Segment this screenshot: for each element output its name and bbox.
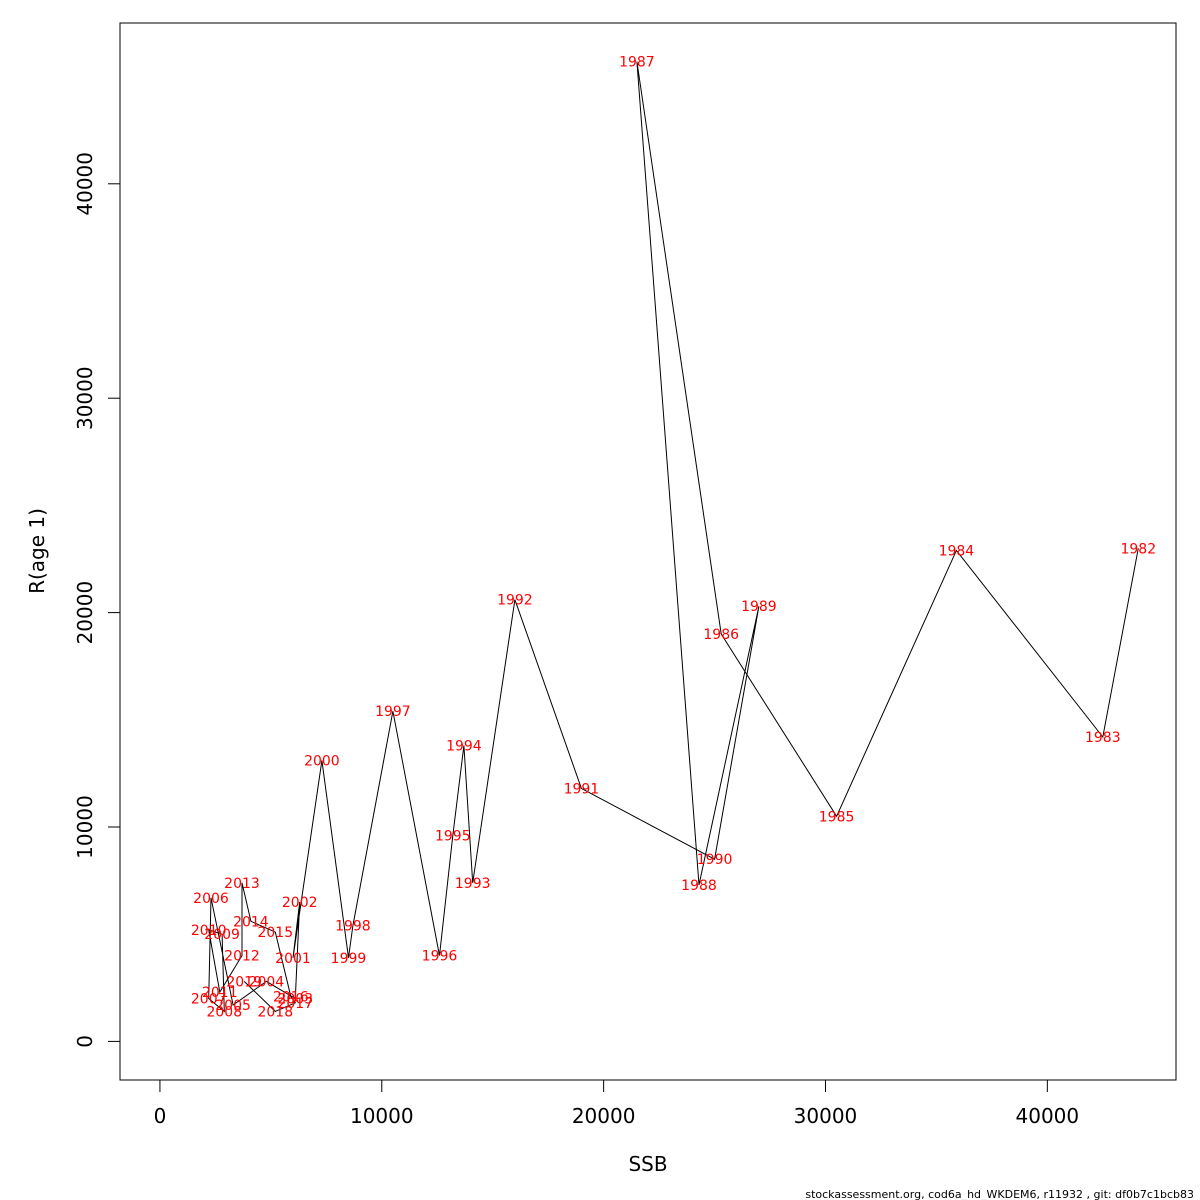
point-label-1987: 1987 [619, 55, 655, 71]
point-label-2003: 2003 [277, 992, 313, 1008]
y-tick-label: 0 [73, 1035, 97, 1048]
x-tick-label: 20000 [572, 1104, 636, 1128]
point-label-2013: 2013 [224, 876, 260, 892]
point-label-1984: 1984 [939, 543, 975, 559]
point-label-2005: 2005 [215, 998, 251, 1014]
point-label-1997: 1997 [375, 704, 411, 720]
point-label-1990: 1990 [697, 852, 733, 868]
x-axis: 0 10000 20000 30000 40000 [154, 1079, 1080, 1128]
point-label-1988: 1988 [681, 878, 717, 894]
point-label-1998: 1998 [335, 919, 371, 935]
x-axis-label: SSB [628, 1152, 667, 1176]
point-label-2001: 2001 [275, 951, 311, 967]
point-label-2017: 2017 [277, 996, 313, 1012]
point-label-1983: 1983 [1085, 730, 1121, 746]
y-tick-label: 10000 [73, 795, 97, 859]
point-label-1982: 1982 [1120, 541, 1156, 557]
y-tick-label: 20000 [73, 581, 97, 645]
point-label-1991: 1991 [564, 781, 600, 797]
point-label-2015: 2015 [257, 925, 293, 941]
x-tick-label: 10000 [350, 1104, 414, 1128]
point-label-1994: 1994 [446, 739, 482, 755]
point-label-2002: 2002 [282, 895, 318, 911]
point-label-1986: 1986 [703, 627, 739, 643]
y-axis-label: R(age 1) [25, 508, 49, 594]
point-label-2009: 2009 [204, 927, 240, 943]
point-label-1992: 1992 [497, 593, 533, 609]
point-label-2014: 2014 [233, 914, 269, 930]
point-label-2010: 2010 [191, 923, 227, 939]
point-labels: 1982 1983 1984 1985 1986 1987 1988 1989 1990 1991… [191, 55, 1156, 1021]
footer-credit: stockassessment.org, cod6a_hd_WKDEM6, r1… [805, 1188, 1194, 1200]
point-label-1995: 1995 [435, 829, 471, 845]
point-label-2008: 2008 [206, 1004, 242, 1020]
point-label-2012: 2012 [224, 949, 260, 965]
sr-trajectory-line [208, 61, 1139, 1013]
y-tick-label: 30000 [73, 366, 97, 430]
point-label-1993: 1993 [455, 876, 491, 892]
point-label-2004: 2004 [249, 974, 285, 990]
x-tick-label: 40000 [1016, 1104, 1080, 1128]
point-label-2000: 2000 [304, 754, 340, 770]
point-label-2016: 2016 [273, 989, 309, 1005]
point-label-2011: 2011 [202, 985, 238, 1001]
point-label-1989: 1989 [741, 599, 777, 615]
point-label-1999: 1999 [331, 951, 367, 967]
point-label-2018: 2018 [257, 1004, 293, 1020]
point-label-1985: 1985 [819, 809, 855, 825]
plot-frame [119, 22, 1177, 1081]
point-label-1996: 1996 [422, 949, 458, 965]
point-label-2007: 2007 [191, 992, 227, 1008]
x-tick-label: 30000 [794, 1104, 858, 1128]
series-path [208, 61, 1139, 1013]
y-tick-label: 40000 [73, 152, 97, 216]
point-label-2006: 2006 [193, 891, 229, 907]
x-tick-label: 0 [154, 1104, 167, 1128]
y-axis: 0 10000 20000 30000 40000 [73, 152, 121, 1048]
point-label-2019: 2019 [226, 974, 262, 990]
